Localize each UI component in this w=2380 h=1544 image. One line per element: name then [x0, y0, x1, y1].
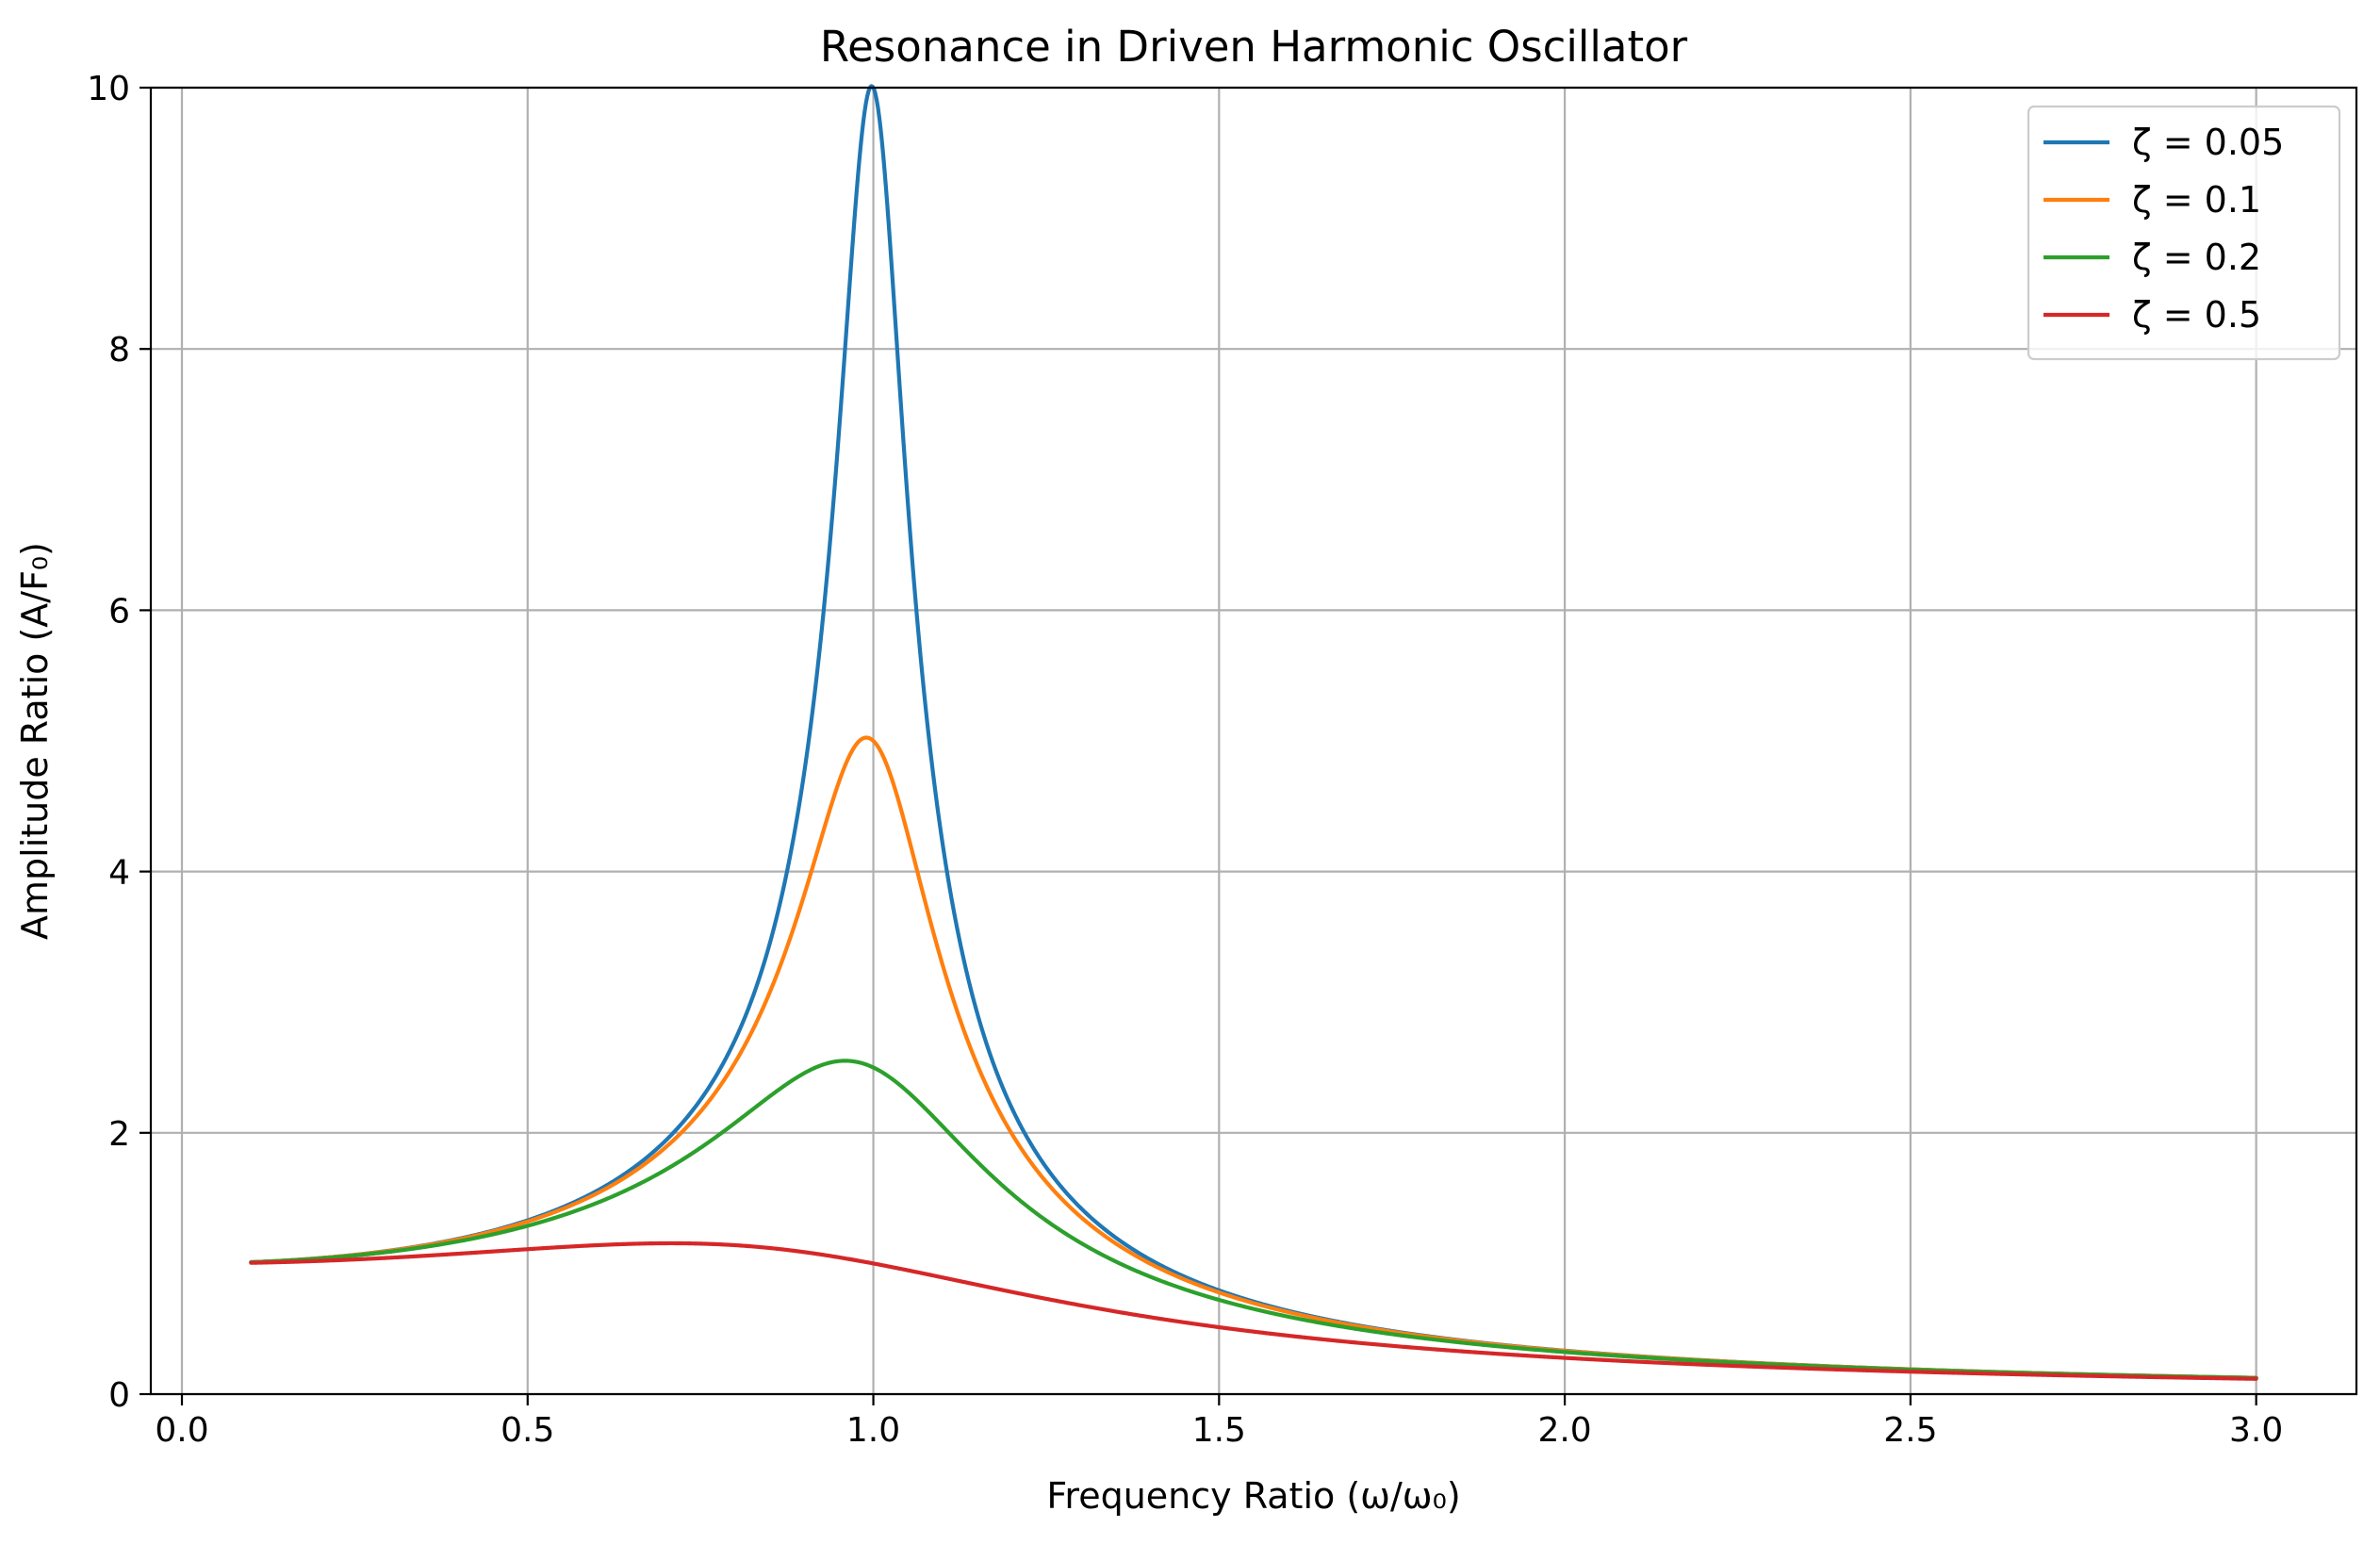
- x-axis-label: Frequency Ratio (ω/ω₀): [1046, 1475, 1460, 1517]
- legend: ζ = 0.05 ζ = 0.1 ζ = 0.2 ζ = 0.5: [2027, 105, 2341, 361]
- series-line-3: [249, 1240, 2258, 1381]
- legend-label: ζ = 0.2: [2132, 237, 2261, 278]
- chart-title: Resonance in Driven Harmonic Oscillator: [820, 22, 1688, 72]
- x-ticks: 0.0 0.5 1.0 1.5 2.0 2.5 3.0: [155, 1394, 2283, 1450]
- y-tick-label: 6: [108, 592, 130, 631]
- x-tick-label: 2.0: [1537, 1411, 1591, 1450]
- x-tick-label: 0.0: [155, 1411, 208, 1450]
- x-tick-label: 1.5: [1192, 1411, 1246, 1450]
- legend-label: ζ = 0.05: [2132, 122, 2284, 163]
- x-tick-label: 2.5: [1883, 1411, 1937, 1450]
- legend-items: ζ = 0.05 ζ = 0.1 ζ = 0.2 ζ = 0.5: [2044, 122, 2284, 336]
- x-tick-label: 1.0: [846, 1411, 900, 1450]
- y-tick-label: 2: [108, 1115, 130, 1154]
- legend-label: ζ = 0.1: [2132, 179, 2261, 221]
- y-ticks: 0 2 4 6 8 10: [87, 70, 151, 1415]
- y-tick-label: 10: [87, 70, 130, 108]
- x-tick-label: 3.0: [2229, 1411, 2283, 1450]
- y-tick-label: 8: [108, 331, 130, 370]
- x-tick-label: 0.5: [501, 1411, 554, 1450]
- y-tick-label: 4: [108, 854, 130, 893]
- legend-box: [2027, 105, 2341, 361]
- y-tick-label: 0: [108, 1376, 130, 1415]
- legend-label: ζ = 0.5: [2132, 294, 2261, 336]
- y-axis-label: Amplitude Ratio (A/F₀): [14, 542, 56, 940]
- plot-frame: [149, 86, 2358, 1396]
- series-group: [249, 84, 2258, 1381]
